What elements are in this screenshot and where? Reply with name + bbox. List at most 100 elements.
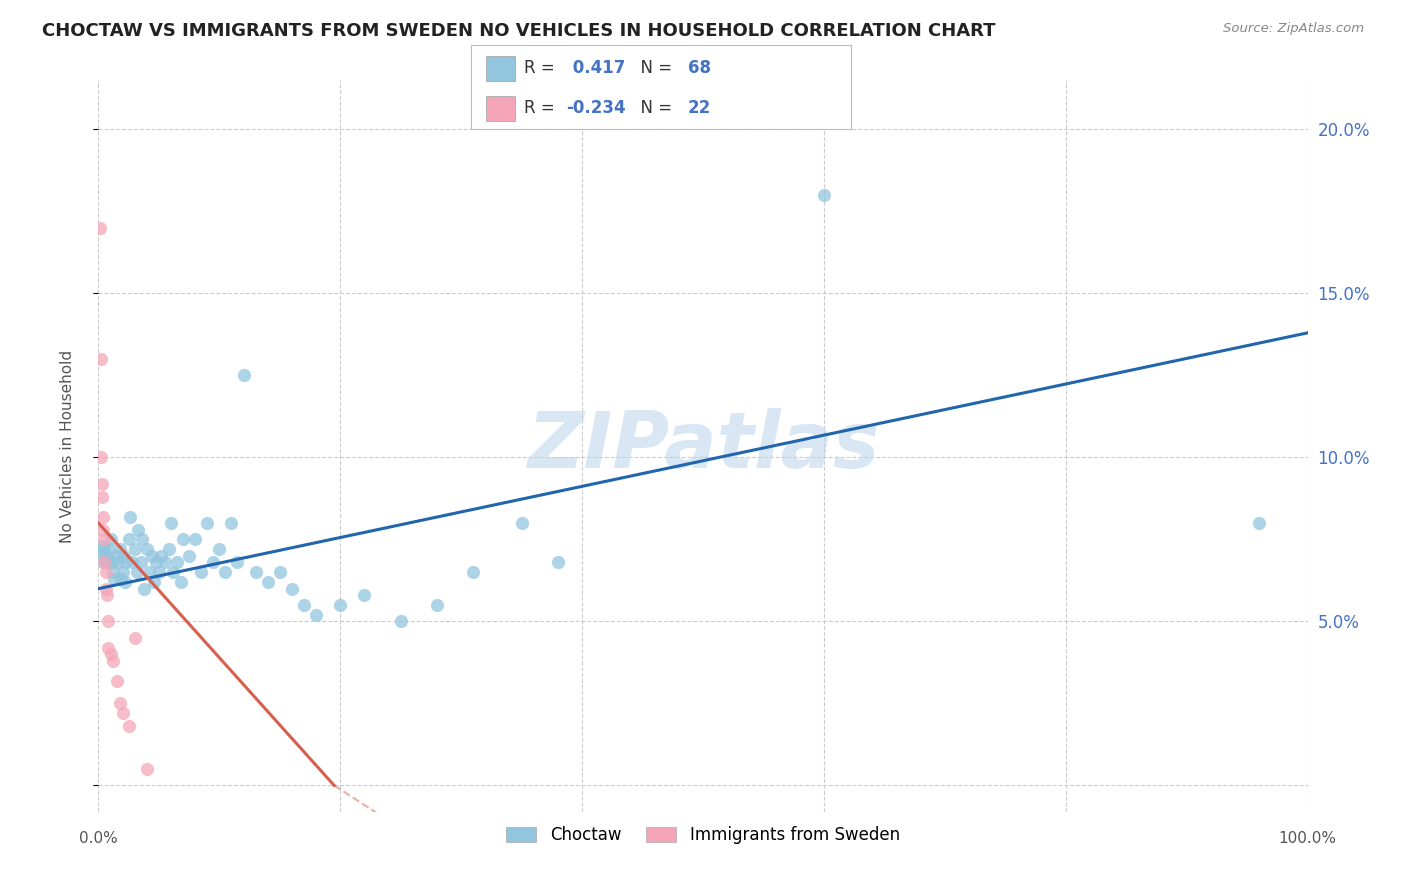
Text: 0.417: 0.417: [567, 60, 626, 78]
Point: [124, 631, 146, 645]
Point: [256, 575, 278, 590]
Point: [91, 476, 114, 491]
Point: [114, 575, 136, 590]
Point: [103, 572, 125, 586]
Point: [111, 706, 134, 721]
Point: [91, 523, 114, 537]
Point: [221, 516, 243, 530]
Point: [169, 575, 191, 590]
Point: [90, 450, 112, 465]
Point: [100, 556, 122, 570]
Point: [112, 549, 135, 563]
Point: [160, 516, 183, 530]
Point: [135, 542, 157, 557]
Point: [89, 220, 111, 235]
Point: [232, 368, 254, 383]
Point: [94, 582, 117, 596]
Point: [93, 542, 115, 557]
Point: [124, 542, 146, 557]
Legend: Choctaw, Immigrants from Sweden: Choctaw, Immigrants from Sweden: [499, 820, 907, 851]
Point: [226, 556, 249, 570]
Point: [97, 640, 120, 655]
Point: [127, 566, 149, 580]
Point: [150, 549, 173, 563]
Text: 68: 68: [688, 60, 710, 78]
Point: [91, 556, 114, 570]
Point: [94, 566, 117, 580]
Point: [97, 615, 120, 629]
Point: [105, 673, 128, 688]
Point: [329, 598, 352, 612]
Point: [202, 556, 225, 570]
Point: [281, 582, 304, 596]
Point: [93, 556, 115, 570]
Point: [108, 542, 131, 557]
Point: [101, 566, 124, 580]
Point: [115, 556, 138, 570]
Point: [153, 556, 176, 570]
Point: [110, 572, 132, 586]
Point: [208, 542, 231, 557]
Text: N =: N =: [630, 99, 678, 117]
Point: [105, 549, 128, 563]
Point: [91, 546, 114, 560]
Point: [94, 549, 117, 563]
Point: [131, 533, 153, 547]
Text: 0.0%: 0.0%: [79, 831, 118, 847]
Point: [813, 188, 835, 202]
Text: Source: ZipAtlas.com: Source: ZipAtlas.com: [1223, 22, 1364, 36]
Point: [269, 566, 291, 580]
Point: [143, 575, 166, 590]
Point: [426, 598, 449, 612]
Point: [98, 542, 121, 557]
Point: [389, 615, 412, 629]
Point: [145, 556, 167, 570]
Point: [162, 566, 184, 580]
Point: [100, 647, 122, 661]
Point: [100, 533, 122, 547]
Point: [118, 533, 141, 547]
Point: [91, 490, 114, 504]
Text: 100.0%: 100.0%: [1278, 831, 1337, 847]
Point: [148, 566, 170, 580]
Point: [166, 556, 188, 570]
Point: [118, 719, 141, 733]
Point: [97, 552, 120, 566]
Text: 22: 22: [688, 99, 711, 117]
Point: [118, 509, 141, 524]
Point: [121, 556, 143, 570]
Point: [179, 549, 201, 563]
Point: [305, 607, 328, 622]
Point: [245, 566, 267, 580]
Point: [214, 566, 236, 580]
Point: [96, 556, 118, 570]
Point: [195, 516, 218, 530]
Point: [134, 582, 156, 596]
Point: [107, 556, 129, 570]
Text: ZIPatlas: ZIPatlas: [527, 408, 879, 484]
Point: [108, 697, 131, 711]
Text: CHOCTAW VS IMMIGRANTS FROM SWEDEN NO VEHICLES IN HOUSEHOLD CORRELATION CHART: CHOCTAW VS IMMIGRANTS FROM SWEDEN NO VEH…: [42, 22, 995, 40]
Point: [96, 588, 118, 602]
Point: [292, 598, 315, 612]
Point: [138, 566, 160, 580]
Point: [172, 533, 194, 547]
Point: [111, 566, 134, 580]
Text: -0.234: -0.234: [567, 99, 626, 117]
Point: [90, 539, 112, 553]
Text: R =: R =: [524, 99, 561, 117]
Point: [141, 549, 163, 563]
Point: [93, 533, 115, 547]
Point: [463, 566, 485, 580]
Y-axis label: No Vehicles in Household: No Vehicles in Household: [60, 350, 75, 542]
Point: [353, 588, 375, 602]
Point: [90, 352, 112, 367]
Point: [510, 516, 533, 530]
Point: [129, 556, 152, 570]
Text: R =: R =: [524, 60, 561, 78]
Point: [91, 509, 114, 524]
Point: [135, 762, 157, 776]
Point: [157, 542, 180, 557]
Point: [127, 523, 149, 537]
Point: [190, 566, 212, 580]
